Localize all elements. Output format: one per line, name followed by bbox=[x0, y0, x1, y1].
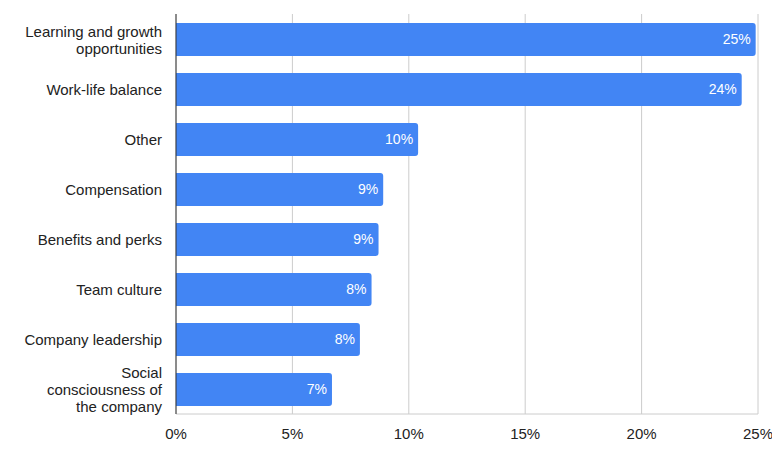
svg-text:Other: Other bbox=[124, 131, 162, 148]
svg-text:5%: 5% bbox=[282, 425, 304, 442]
svg-text:10%: 10% bbox=[394, 425, 424, 442]
svg-text:8%: 8% bbox=[335, 331, 355, 347]
svg-text:Company leadership: Company leadership bbox=[24, 331, 162, 348]
svg-text:8%: 8% bbox=[346, 281, 366, 297]
svg-text:15%: 15% bbox=[510, 425, 540, 442]
svg-text:Benefits and perks: Benefits and perks bbox=[38, 231, 162, 248]
svg-text:Team culture: Team culture bbox=[76, 281, 162, 298]
svg-text:20%: 20% bbox=[627, 425, 657, 442]
svg-text:24%: 24% bbox=[709, 81, 737, 97]
svg-text:Compensation: Compensation bbox=[65, 181, 162, 198]
svg-text:Learning and growthopportuniti: Learning and growthopportunities bbox=[25, 22, 162, 56]
svg-text:7%: 7% bbox=[307, 381, 327, 397]
svg-text:25%: 25% bbox=[743, 425, 772, 442]
svg-text:25%: 25% bbox=[723, 31, 751, 47]
svg-text:Socialconsciousness ofthe comp: Socialconsciousness ofthe company bbox=[47, 364, 163, 415]
svg-text:10%: 10% bbox=[385, 131, 413, 147]
svg-text:9%: 9% bbox=[358, 181, 378, 197]
svg-text:0%: 0% bbox=[165, 425, 187, 442]
svg-text:9%: 9% bbox=[353, 231, 373, 247]
svg-text:Work-life balance: Work-life balance bbox=[46, 81, 162, 98]
